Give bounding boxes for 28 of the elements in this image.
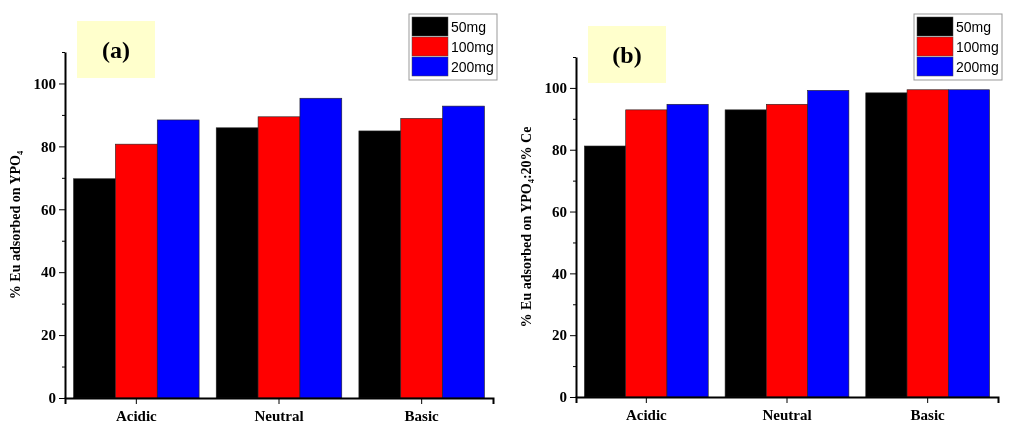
- y-tick-label: 40: [552, 265, 567, 282]
- y-tick-label: 40: [41, 264, 56, 281]
- y-tick-label: 80: [552, 142, 567, 159]
- chart-title: (b): [612, 42, 642, 68]
- y-tick-label: 0: [48, 390, 56, 407]
- y-tick-label: 60: [41, 201, 56, 218]
- legend-label: 200mg: [451, 59, 494, 75]
- y-tick-label: 60: [552, 203, 567, 220]
- x-tick-label: Basic: [404, 407, 440, 424]
- y-tick-label: 0: [559, 389, 567, 406]
- legend-label: 100mg: [451, 39, 494, 55]
- y-tick-label: 20: [41, 327, 56, 344]
- y-axis-title: % Eu adsorbed on YPO₄:20% Ce: [519, 126, 534, 328]
- x-tick-label: Acidic: [625, 406, 668, 423]
- y-tick-label: 100: [544, 80, 567, 97]
- chart-title: (a): [102, 37, 130, 63]
- y-tick-label: 20: [552, 327, 567, 344]
- y-tick-label: 100: [33, 75, 56, 92]
- x-tick-label: Acidic: [115, 407, 158, 424]
- legend-label: 100mg: [956, 39, 999, 55]
- legend-label: 50mg: [451, 19, 487, 35]
- x-tick-label: Neutral: [762, 406, 812, 423]
- y-axis-title: % Eu adsorbed on YPO₄: [8, 150, 23, 300]
- x-tick-label: Basic: [910, 406, 946, 423]
- legend-label: 50mg: [956, 19, 992, 35]
- series-label: 200mg: [956, 59, 999, 75]
- y-tick-label: 80: [41, 138, 56, 155]
- x-tick-label: Neutral: [254, 407, 304, 424]
